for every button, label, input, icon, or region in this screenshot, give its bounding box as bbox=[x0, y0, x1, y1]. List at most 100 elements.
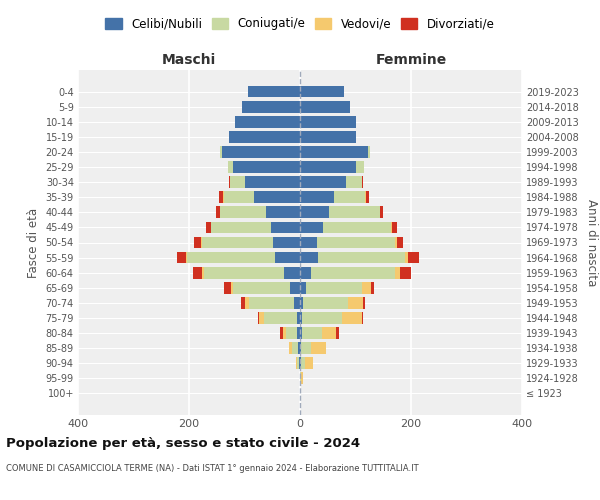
Bar bbox=[229, 131, 300, 142]
Bar bbox=[265, 312, 296, 324]
Bar bbox=[224, 282, 230, 294]
Bar bbox=[206, 222, 211, 234]
Bar bbox=[391, 222, 392, 234]
Bar bbox=[283, 327, 286, 339]
Bar bbox=[275, 252, 300, 264]
Bar bbox=[406, 252, 408, 264]
Bar bbox=[187, 252, 275, 264]
Bar bbox=[216, 206, 220, 218]
Bar bbox=[300, 101, 350, 112]
Bar bbox=[230, 176, 245, 188]
Bar bbox=[300, 222, 323, 234]
Bar bbox=[317, 236, 395, 248]
Bar bbox=[233, 282, 290, 294]
Bar bbox=[193, 267, 202, 278]
Bar bbox=[297, 327, 300, 339]
Bar bbox=[271, 222, 300, 234]
Bar bbox=[362, 282, 371, 294]
Bar bbox=[296, 312, 300, 324]
Bar bbox=[300, 192, 334, 203]
Bar bbox=[303, 297, 348, 309]
Text: Popolazione per età, sesso e stato civile - 2024: Popolazione per età, sesso e stato civil… bbox=[6, 438, 360, 450]
Bar bbox=[286, 327, 297, 339]
Bar bbox=[341, 312, 362, 324]
Bar bbox=[300, 327, 302, 339]
Bar bbox=[329, 206, 380, 218]
Bar bbox=[289, 342, 292, 354]
Bar bbox=[311, 342, 326, 354]
Bar bbox=[201, 236, 202, 248]
Bar bbox=[380, 206, 383, 218]
Bar bbox=[229, 176, 230, 188]
Bar bbox=[292, 342, 298, 354]
Y-axis label: Anni di nascita: Anni di nascita bbox=[586, 199, 598, 286]
Bar bbox=[266, 206, 300, 218]
Bar bbox=[284, 267, 300, 278]
Bar bbox=[295, 297, 300, 309]
Bar bbox=[235, 116, 300, 128]
Bar bbox=[400, 267, 411, 278]
Bar bbox=[300, 116, 356, 128]
Bar bbox=[177, 252, 185, 264]
Bar bbox=[220, 146, 223, 158]
Bar bbox=[318, 252, 406, 264]
Bar bbox=[300, 297, 303, 309]
Bar bbox=[258, 312, 259, 324]
Bar bbox=[301, 358, 305, 369]
Bar bbox=[300, 312, 302, 324]
Bar bbox=[300, 176, 346, 188]
Bar bbox=[194, 236, 201, 248]
Bar bbox=[202, 267, 204, 278]
Bar bbox=[356, 161, 364, 173]
Bar bbox=[248, 86, 300, 98]
Bar bbox=[241, 297, 245, 309]
Bar bbox=[254, 192, 300, 203]
Bar bbox=[274, 236, 300, 248]
Bar bbox=[185, 252, 187, 264]
Bar bbox=[300, 372, 301, 384]
Bar bbox=[280, 327, 283, 339]
Bar bbox=[395, 236, 397, 248]
Bar bbox=[290, 282, 300, 294]
Bar bbox=[298, 342, 300, 354]
Bar bbox=[245, 176, 300, 188]
Bar bbox=[302, 327, 322, 339]
Bar bbox=[242, 101, 300, 112]
Bar bbox=[305, 282, 362, 294]
Bar bbox=[223, 146, 300, 158]
Bar bbox=[395, 267, 400, 278]
Text: COMUNE DI CASAMICCIOLA TERME (NA) - Dati ISTAT 1° gennaio 2024 - Elaborazione TU: COMUNE DI CASAMICCIOLA TERME (NA) - Dati… bbox=[6, 464, 419, 473]
Bar bbox=[300, 206, 329, 218]
Text: Maschi: Maschi bbox=[162, 54, 216, 68]
Bar bbox=[233, 161, 300, 173]
Bar bbox=[300, 282, 305, 294]
Bar bbox=[300, 236, 317, 248]
Bar bbox=[302, 312, 341, 324]
Bar bbox=[363, 297, 365, 309]
Bar bbox=[300, 86, 344, 98]
Legend: Celibi/Nubili, Coniugati/e, Vedovi/e, Divorziati/e: Celibi/Nubili, Coniugati/e, Vedovi/e, Di… bbox=[105, 18, 495, 30]
Bar bbox=[371, 282, 374, 294]
Bar bbox=[301, 342, 311, 354]
Bar bbox=[230, 282, 233, 294]
Bar bbox=[259, 312, 265, 324]
Bar bbox=[311, 267, 395, 278]
Bar bbox=[300, 267, 311, 278]
Bar bbox=[204, 267, 284, 278]
Bar bbox=[323, 222, 391, 234]
Bar bbox=[336, 327, 339, 339]
Bar bbox=[299, 358, 300, 369]
Bar bbox=[301, 372, 304, 384]
Bar bbox=[249, 297, 295, 309]
Bar bbox=[224, 192, 254, 203]
Bar bbox=[296, 358, 299, 369]
Bar bbox=[348, 297, 363, 309]
Bar bbox=[397, 236, 403, 248]
Bar bbox=[362, 312, 363, 324]
Bar bbox=[392, 222, 397, 234]
Bar bbox=[245, 297, 249, 309]
Bar bbox=[322, 327, 336, 339]
Bar bbox=[305, 358, 313, 369]
Bar bbox=[300, 161, 356, 173]
Bar bbox=[300, 342, 301, 354]
